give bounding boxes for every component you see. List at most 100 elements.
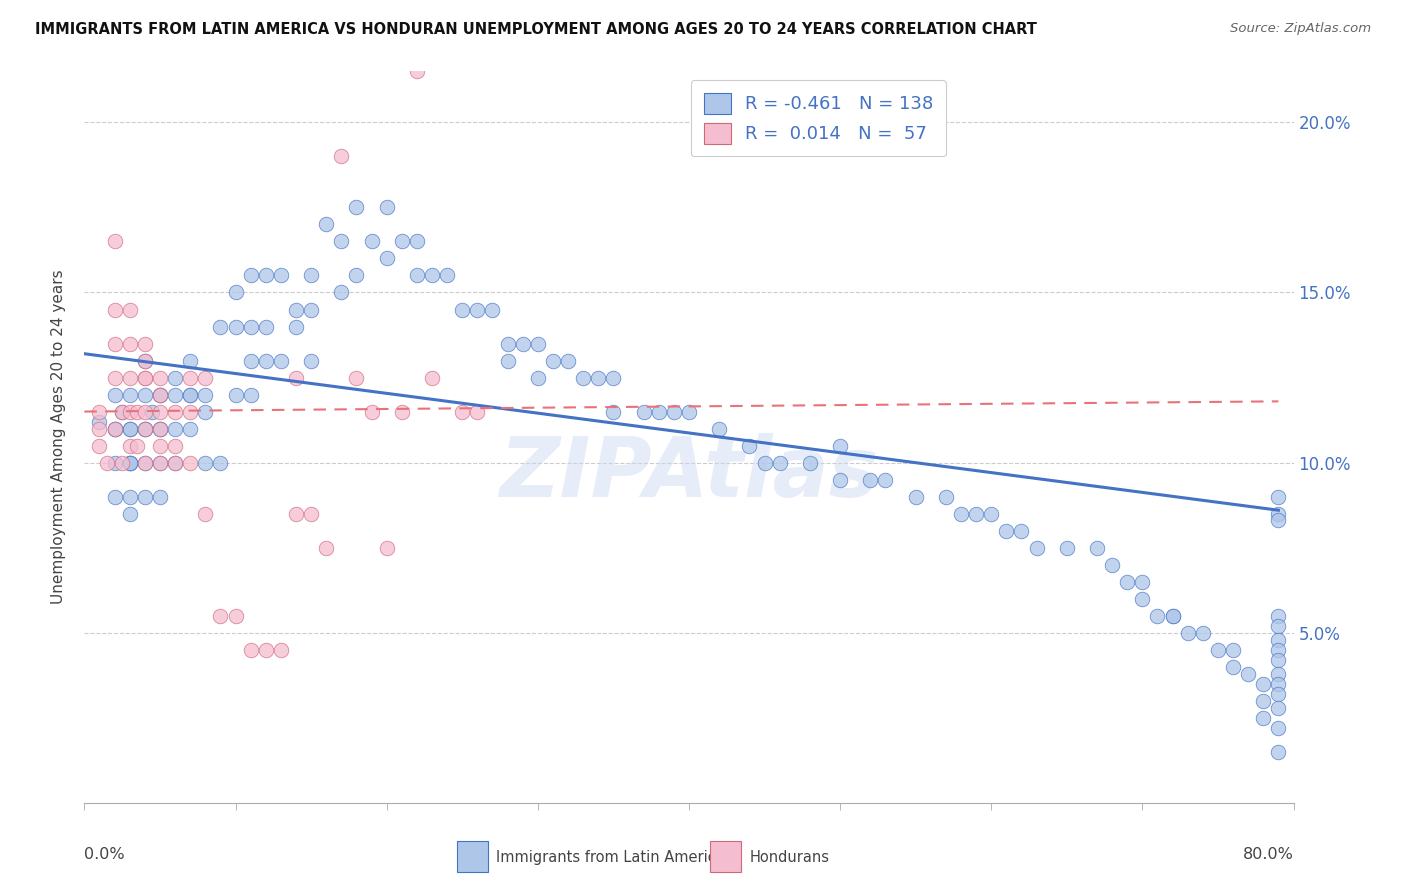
Point [239,387,262,401]
Point [118,507,141,521]
Point [118,370,141,384]
Point [859,473,882,487]
Point [111,456,134,470]
Point [149,387,172,401]
Point [588,370,610,384]
Point [1085,541,1108,555]
Point [512,336,534,351]
Point [179,404,201,418]
Point [1267,507,1289,521]
Point [1177,625,1199,640]
Point [149,456,172,470]
Point [134,456,156,470]
Point [1267,642,1289,657]
Point [134,370,156,384]
Point [104,302,127,317]
Point [149,439,172,453]
Point [239,642,262,657]
Point [299,353,322,368]
Point [315,541,337,555]
Point [225,387,247,401]
Point [89,404,111,418]
Point [134,456,156,470]
Point [134,370,156,384]
Point [127,404,149,418]
Point [134,336,156,351]
Point [299,507,322,521]
Point [769,456,792,470]
Point [118,404,141,418]
Point [118,456,141,470]
Point [1267,619,1289,633]
Point [165,370,187,384]
Point [541,353,564,368]
Point [1146,608,1168,623]
Point [935,490,957,504]
Point [149,490,172,504]
Point [662,404,685,418]
Point [134,387,156,401]
Point [179,353,201,368]
Point [738,439,761,453]
Point [391,404,413,418]
Point [254,353,277,368]
Point [104,490,127,504]
Point [572,370,595,384]
Point [1267,666,1289,681]
Point [179,370,201,384]
Point [285,319,308,334]
Point [830,473,852,487]
Point [165,421,187,435]
Point [1267,653,1289,667]
Point [104,421,127,435]
Point [1222,642,1244,657]
Point [799,456,821,470]
Point [467,302,489,317]
Point [406,64,429,78]
Point [165,404,187,418]
Point [134,353,156,368]
Point [239,268,262,283]
Point [225,608,247,623]
Text: IMMIGRANTS FROM LATIN AMERICA VS HONDURAN UNEMPLOYMENT AMONG AGES 20 TO 24 YEARS: IMMIGRANTS FROM LATIN AMERICA VS HONDURA… [35,22,1038,37]
Point [149,370,172,384]
Point [285,370,308,384]
Point [165,456,187,470]
Point [209,319,232,334]
Point [254,642,277,657]
Point [1222,659,1244,673]
Point [360,404,382,418]
Point [194,370,217,384]
Point [1161,608,1184,623]
Point [179,456,201,470]
Point [96,456,118,470]
Point [209,608,232,623]
Point [496,353,519,368]
Point [346,201,368,215]
Point [950,507,973,521]
Text: 80.0%: 80.0% [1243,847,1294,862]
Point [134,490,156,504]
Point [89,421,111,435]
Point [904,490,927,504]
Point [239,353,262,368]
Point [481,302,503,317]
Point [330,149,353,163]
Point [209,456,232,470]
Point [194,456,217,470]
Point [1253,694,1275,708]
Point [179,387,201,401]
Point [467,404,489,418]
Point [134,421,156,435]
Point [633,404,655,418]
Point [1011,524,1033,538]
Point [375,541,398,555]
Point [270,268,292,283]
Point [406,268,429,283]
Point [179,387,201,401]
Text: Immigrants from Latin America: Immigrants from Latin America [496,850,725,864]
Point [285,302,308,317]
Point [134,353,156,368]
Point [527,336,550,351]
Point [315,218,337,232]
